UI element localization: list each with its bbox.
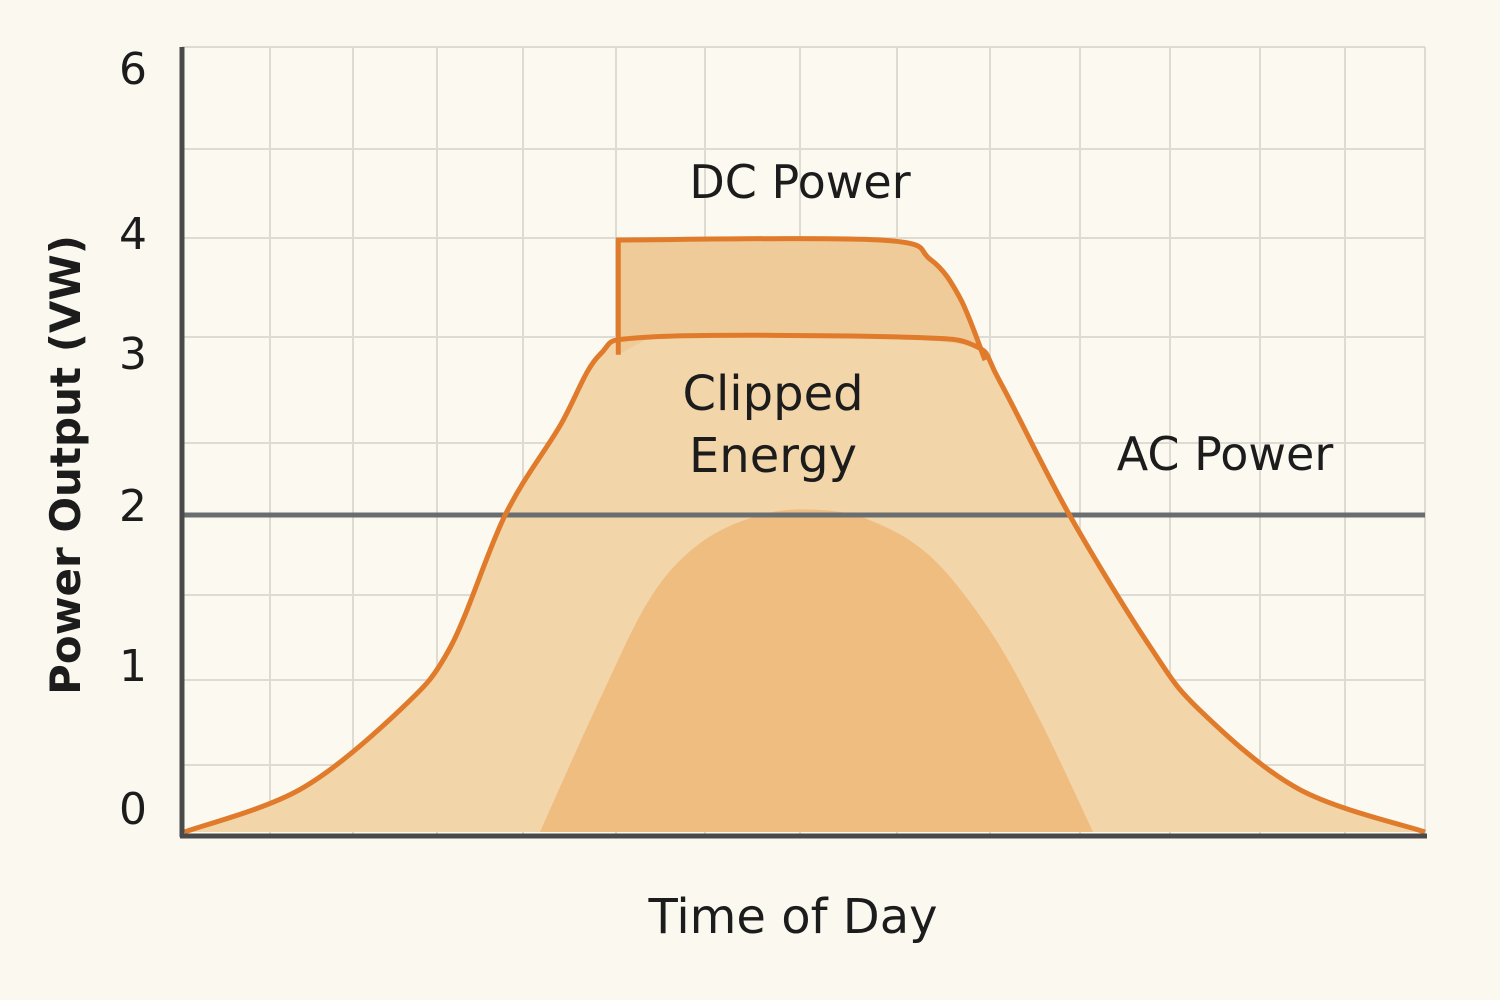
y-tick-label: 0 xyxy=(119,784,147,835)
inner-energy-area xyxy=(539,509,1094,832)
dc-power-area xyxy=(618,238,985,361)
y-tick-label: 4 xyxy=(119,209,147,260)
dc-power-line xyxy=(615,236,988,362)
y-tick-label: 6 xyxy=(119,44,147,95)
clipped-energy-label-2: Energy xyxy=(689,428,857,484)
y-tick-label: 1 xyxy=(119,641,147,692)
dc-power-label: DC Power xyxy=(689,155,910,209)
y-axis-label: Power Output (VW) xyxy=(41,235,90,695)
y-tick-label: 3 xyxy=(119,329,147,380)
ac-power-line xyxy=(183,332,1426,835)
clipped-energy-label-1: Clipped xyxy=(682,366,863,422)
y-tick-label: 2 xyxy=(119,481,147,532)
ac-power-label: AC Power xyxy=(1117,427,1334,481)
x-axis-label: Time of Day xyxy=(647,889,937,945)
